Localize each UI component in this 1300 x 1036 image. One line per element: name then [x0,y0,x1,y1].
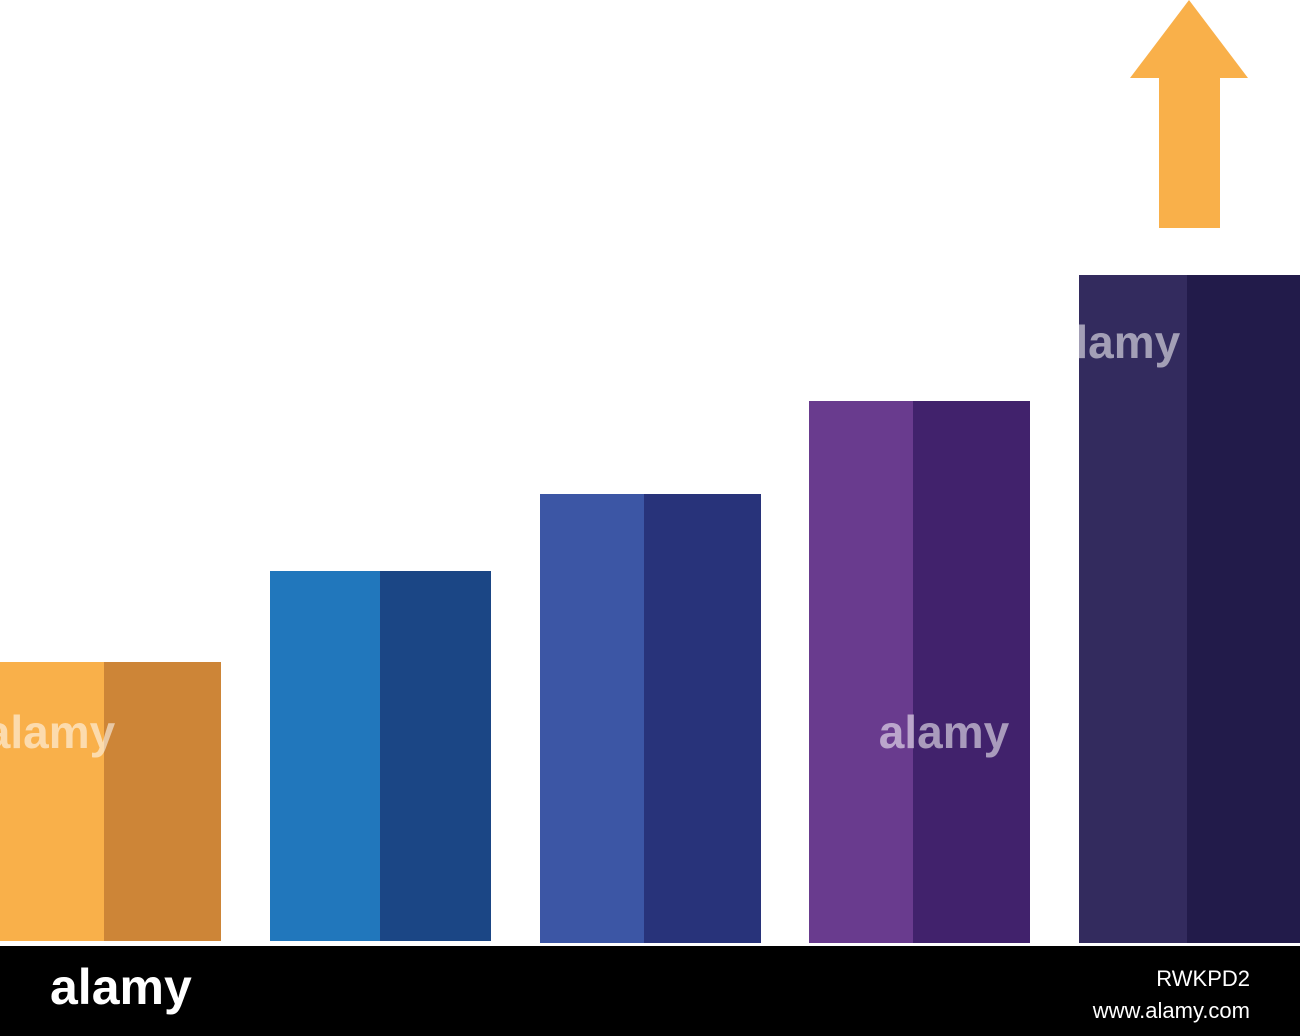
bar-3 [540,494,761,943]
footer-url: www.alamy.com [1092,998,1250,1023]
bar-front [540,494,644,943]
bar-5 [1079,275,1300,943]
watermark: alamy [1050,316,1181,368]
bar-side [104,662,221,941]
bar-side [644,494,761,943]
bar-4 [809,401,1030,943]
bar-front [1079,275,1187,943]
bar-front [270,571,380,941]
image-id: RWKPD2 [1156,966,1250,991]
up-arrow [1130,0,1248,228]
bar-front [0,662,104,941]
footer-bar [0,946,1300,1036]
bar-side [913,401,1030,943]
bar-side [1187,275,1300,943]
bar-2 [270,571,491,941]
footer-logo: alamy [50,959,192,1015]
bar-front [809,401,913,943]
bar-1 [0,662,221,941]
arrow-shaft [1159,76,1220,228]
bar-side [380,571,491,941]
watermark: alamy [0,706,116,758]
arrow-head [1130,0,1248,78]
watermark: alamy [879,706,1010,758]
